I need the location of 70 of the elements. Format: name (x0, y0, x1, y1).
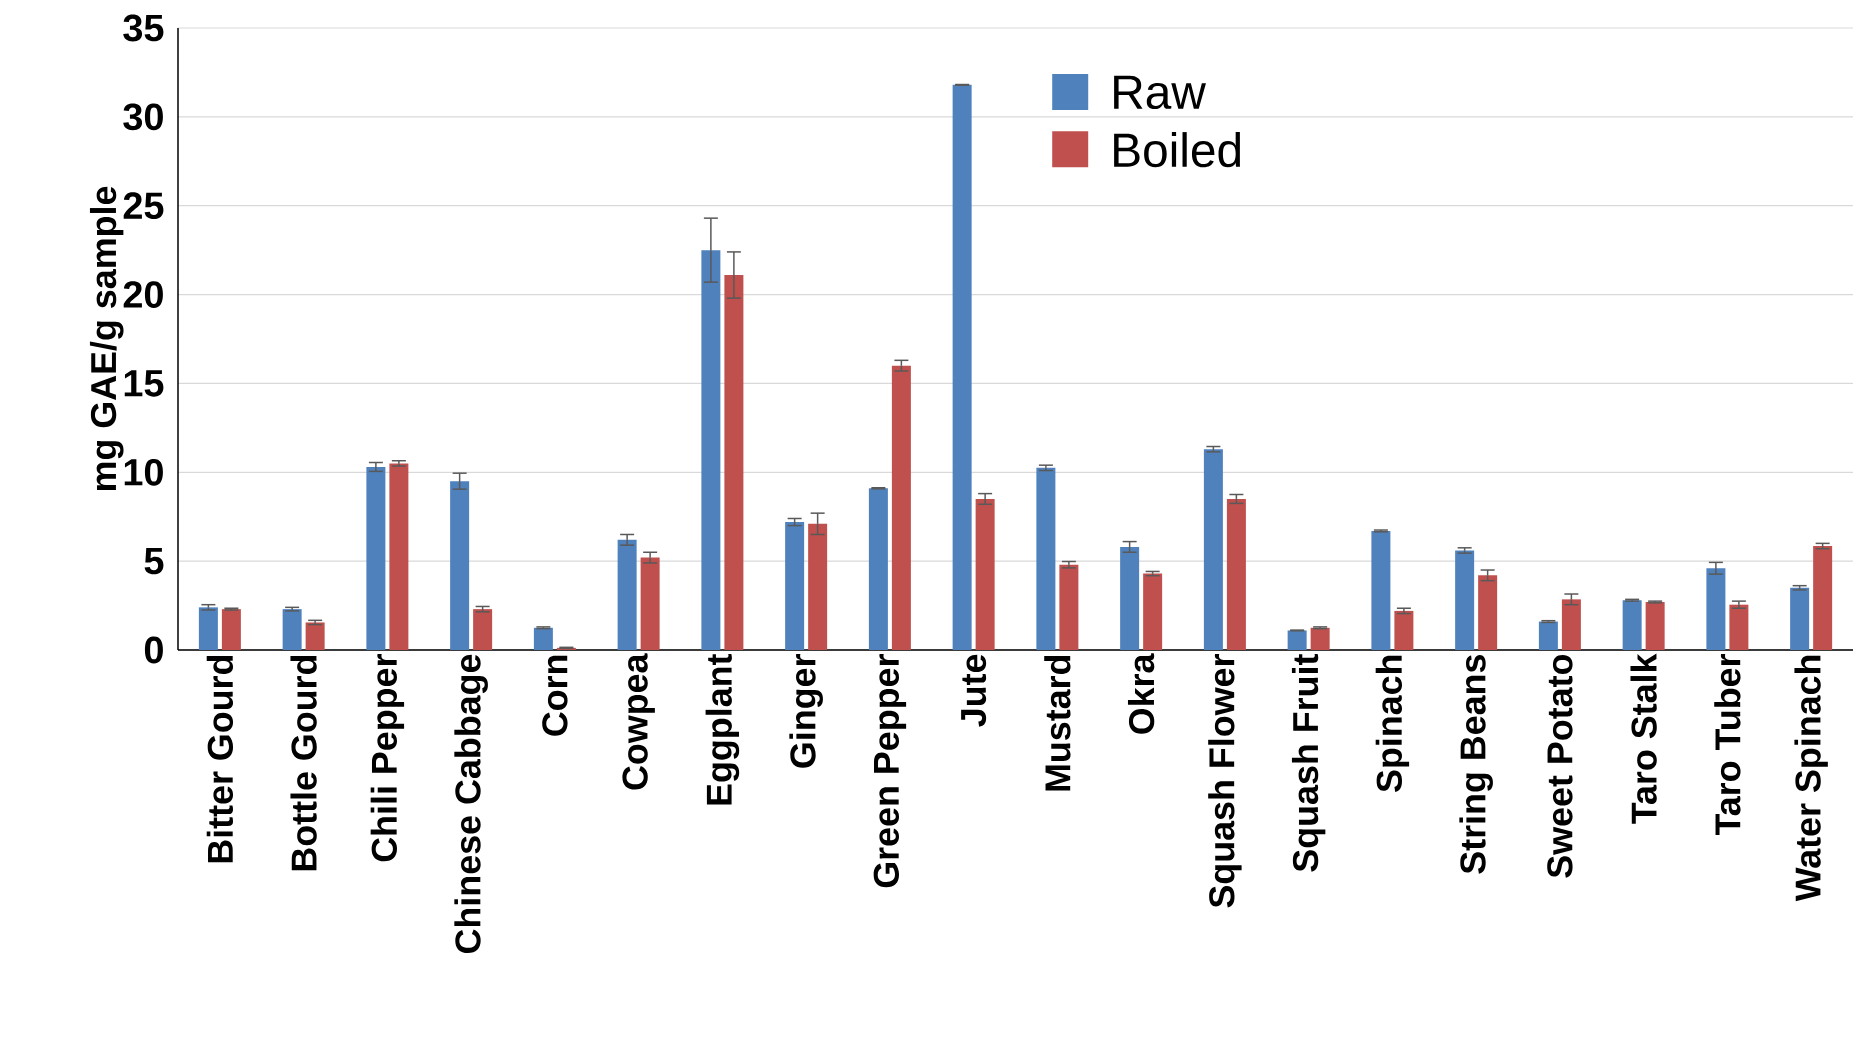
x-tick-label: Corn (542, 655, 568, 736)
x-tick-label: Squash Flower (1208, 654, 1242, 908)
bar (724, 275, 744, 650)
bar (701, 250, 721, 650)
bar (640, 557, 660, 650)
bar (1226, 498, 1246, 650)
x-tick-label: Chili Pepper (370, 654, 405, 862)
bar (1143, 573, 1163, 650)
bar (1478, 575, 1498, 650)
x-tick-label: Chinese Cabbage (454, 654, 488, 954)
x-tick-label: Sweet Potato (1547, 654, 1573, 878)
bar (1310, 627, 1330, 650)
y-tick-label: 0 (144, 636, 163, 664)
bar (1120, 546, 1140, 650)
bar (1706, 568, 1726, 650)
bar (1455, 550, 1475, 650)
x-tick-label: Jute (961, 654, 987, 727)
x-tick-label: Water Spinach (1794, 655, 1828, 902)
x-tick-label: Bitter Gourd (206, 655, 234, 863)
x-tick-label: Green Pepper (873, 654, 907, 888)
bar (891, 365, 911, 650)
x-tick-label: String Beans (1459, 655, 1493, 874)
bar (1036, 467, 1056, 650)
x-tick-label: Ginger (789, 654, 823, 768)
y-tick-label: 5 (144, 547, 164, 575)
x-tick-label: Eggplant (705, 653, 740, 805)
legend-label: Boiled (1114, 132, 1241, 168)
y-tick-label: 20 (123, 281, 163, 308)
bar (1561, 599, 1581, 650)
bar (1203, 449, 1223, 650)
x-tick-label: Spinach (1375, 655, 1410, 792)
x-tick-label: Okra (1127, 653, 1155, 734)
bar (1059, 564, 1079, 650)
bar (1287, 630, 1307, 650)
y-tick-label: 15 (124, 370, 164, 397)
bar (785, 522, 805, 650)
bar (450, 481, 470, 650)
bar (366, 466, 386, 650)
bar (1813, 546, 1833, 650)
x-tick-label: Squash Fruit (1291, 653, 1326, 872)
bar (1394, 610, 1414, 650)
bar (952, 84, 972, 650)
x-tick-label: Taro Tuber (1714, 654, 1741, 836)
bar (1729, 604, 1749, 650)
bar (1371, 530, 1391, 650)
y-axis-title: mg GAE/g sample (89, 186, 124, 491)
y-tick-label: 10 (124, 458, 163, 486)
bar (1538, 621, 1558, 650)
bar (808, 523, 828, 650)
bar (533, 627, 553, 650)
bar (389, 463, 409, 650)
x-tick-label: Bottle Gourd (290, 655, 317, 871)
bar (1645, 602, 1665, 650)
bar (975, 498, 995, 650)
bar (198, 607, 218, 650)
x-tick-label: Taro Stalk (1630, 653, 1657, 824)
bar (282, 609, 302, 650)
bar (221, 609, 241, 650)
bar (868, 488, 888, 650)
bar (473, 609, 493, 650)
bar (617, 539, 637, 650)
bar (1622, 600, 1642, 650)
legend-label: Raw (1114, 75, 1206, 110)
y-tick-label: 35 (123, 14, 164, 42)
y-tick-label: 25 (123, 192, 164, 220)
x-tick-label: Cowpea (622, 653, 655, 790)
y-tick-label: 30 (123, 103, 163, 131)
bar (305, 622, 325, 650)
bar (1790, 587, 1810, 650)
x-tick-label: Mustard (1044, 655, 1071, 791)
